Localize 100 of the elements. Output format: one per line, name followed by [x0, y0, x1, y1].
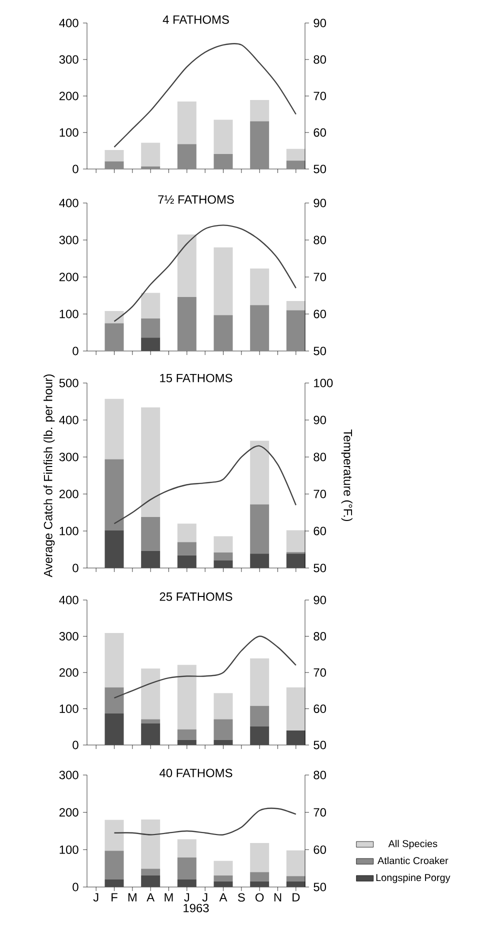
- bar: [214, 315, 233, 352]
- y2-tick-label: 80: [314, 770, 326, 780]
- bar: [214, 154, 233, 170]
- bar: [177, 555, 196, 568]
- bar: [141, 868, 160, 876]
- x-tick-label: J: [93, 893, 98, 902]
- bar: [104, 459, 124, 530]
- bar: [177, 839, 196, 858]
- legend-label: Longspine Porgy: [376, 874, 450, 884]
- y2-tick-label: 60: [314, 128, 326, 137]
- y-tick-label: 200: [59, 490, 78, 498]
- bar: [177, 729, 196, 740]
- x-tick-label: D: [292, 893, 300, 902]
- bar: [286, 881, 306, 888]
- y-tick-label: 100: [60, 704, 78, 713]
- bar: [177, 880, 196, 888]
- y2-axis-title: Temperature (°F.): [341, 430, 352, 522]
- line-series: [114, 808, 297, 836]
- bar: [214, 719, 233, 740]
- y2-tick-label: 50: [314, 882, 326, 892]
- bar: [141, 516, 160, 551]
- y2-tick-label: 80: [314, 632, 326, 640]
- bar: [214, 120, 233, 154]
- y-axis-title: Average Catch of Finfish (lb. per hour): [44, 374, 55, 578]
- legend-label: All Species: [388, 840, 438, 850]
- y-tick-label: 200: [59, 668, 78, 677]
- bar: [177, 740, 196, 746]
- bar: [177, 144, 196, 170]
- bar: [141, 166, 160, 170]
- y-tick-label: 300: [59, 55, 78, 64]
- bar: [177, 296, 196, 352]
- bar: [141, 292, 160, 318]
- x-tick-label: J: [184, 893, 190, 902]
- y2-tick-label: 60: [314, 526, 326, 536]
- x-tick-label: M: [164, 893, 173, 902]
- bar: [214, 536, 233, 552]
- bar: [286, 160, 306, 170]
- bar: [286, 148, 306, 161]
- bar: [177, 858, 196, 880]
- bar: [141, 875, 160, 888]
- y2-tick-label: 50: [314, 740, 326, 750]
- y-tick-label: 100: [60, 845, 78, 854]
- bar: [104, 311, 124, 324]
- y-tick-label: 0: [72, 740, 78, 750]
- bar: [141, 142, 160, 166]
- x-tick-label: O: [256, 893, 264, 902]
- chart-title: 4 FATHOMS: [162, 15, 229, 24]
- bar: [250, 305, 270, 352]
- line-series: [114, 445, 297, 524]
- bar: [214, 552, 233, 560]
- bar: [250, 881, 270, 888]
- y-tick-label: 100: [60, 128, 78, 137]
- bar: [141, 338, 160, 352]
- bar: [286, 687, 306, 731]
- y-tick-label: 300: [59, 236, 78, 244]
- bar: [250, 504, 270, 554]
- bar: [250, 268, 270, 306]
- y2-tick-label: 70: [314, 668, 326, 677]
- bar: [250, 440, 270, 504]
- y2-tick-label: 80: [314, 452, 326, 462]
- chart-title: 25 FATHOMS: [160, 592, 232, 601]
- bar: [141, 719, 160, 724]
- bar: [250, 706, 270, 727]
- y2-tick-label: 80: [314, 55, 326, 64]
- y2-tick-label: 50: [314, 164, 326, 174]
- bar: [250, 658, 270, 706]
- bar: [214, 247, 233, 316]
- bar: [250, 554, 270, 568]
- bar: [286, 530, 306, 552]
- bar: [214, 875, 233, 882]
- chart-title: 15 FATHOMS: [160, 374, 232, 382]
- y-tick-label: 300: [59, 770, 78, 780]
- y-tick-label: 100: [60, 310, 78, 318]
- y2-tick-label: 90: [314, 596, 326, 604]
- y-tick-label: 0: [72, 564, 78, 572]
- bar: [214, 740, 233, 746]
- bar: [104, 687, 124, 714]
- bar: [141, 723, 160, 746]
- bar: [214, 881, 233, 888]
- x-axis-title: 1963: [184, 904, 209, 912]
- x-tick-label: S: [238, 893, 245, 902]
- line-series: [114, 224, 297, 322]
- bar: [250, 872, 270, 882]
- y2-tick-label: 90: [314, 416, 326, 424]
- bar: [250, 100, 270, 122]
- y-tick-label: 400: [59, 416, 78, 424]
- y-tick-label: 0: [72, 164, 78, 174]
- bar: [286, 310, 306, 352]
- bar: [177, 664, 196, 730]
- bar: [104, 713, 124, 746]
- y-tick-label: 100: [60, 526, 78, 536]
- y-tick-label: 300: [59, 632, 78, 640]
- bar: [141, 318, 160, 338]
- y-tick-label: 400: [59, 596, 78, 604]
- x-tick-label: N: [274, 893, 282, 902]
- y2-tick-label: 50: [314, 564, 326, 572]
- x-tick-label: A: [146, 893, 155, 902]
- x-tick-label: M: [128, 893, 136, 902]
- bar: [104, 323, 124, 352]
- bar: [104, 633, 124, 688]
